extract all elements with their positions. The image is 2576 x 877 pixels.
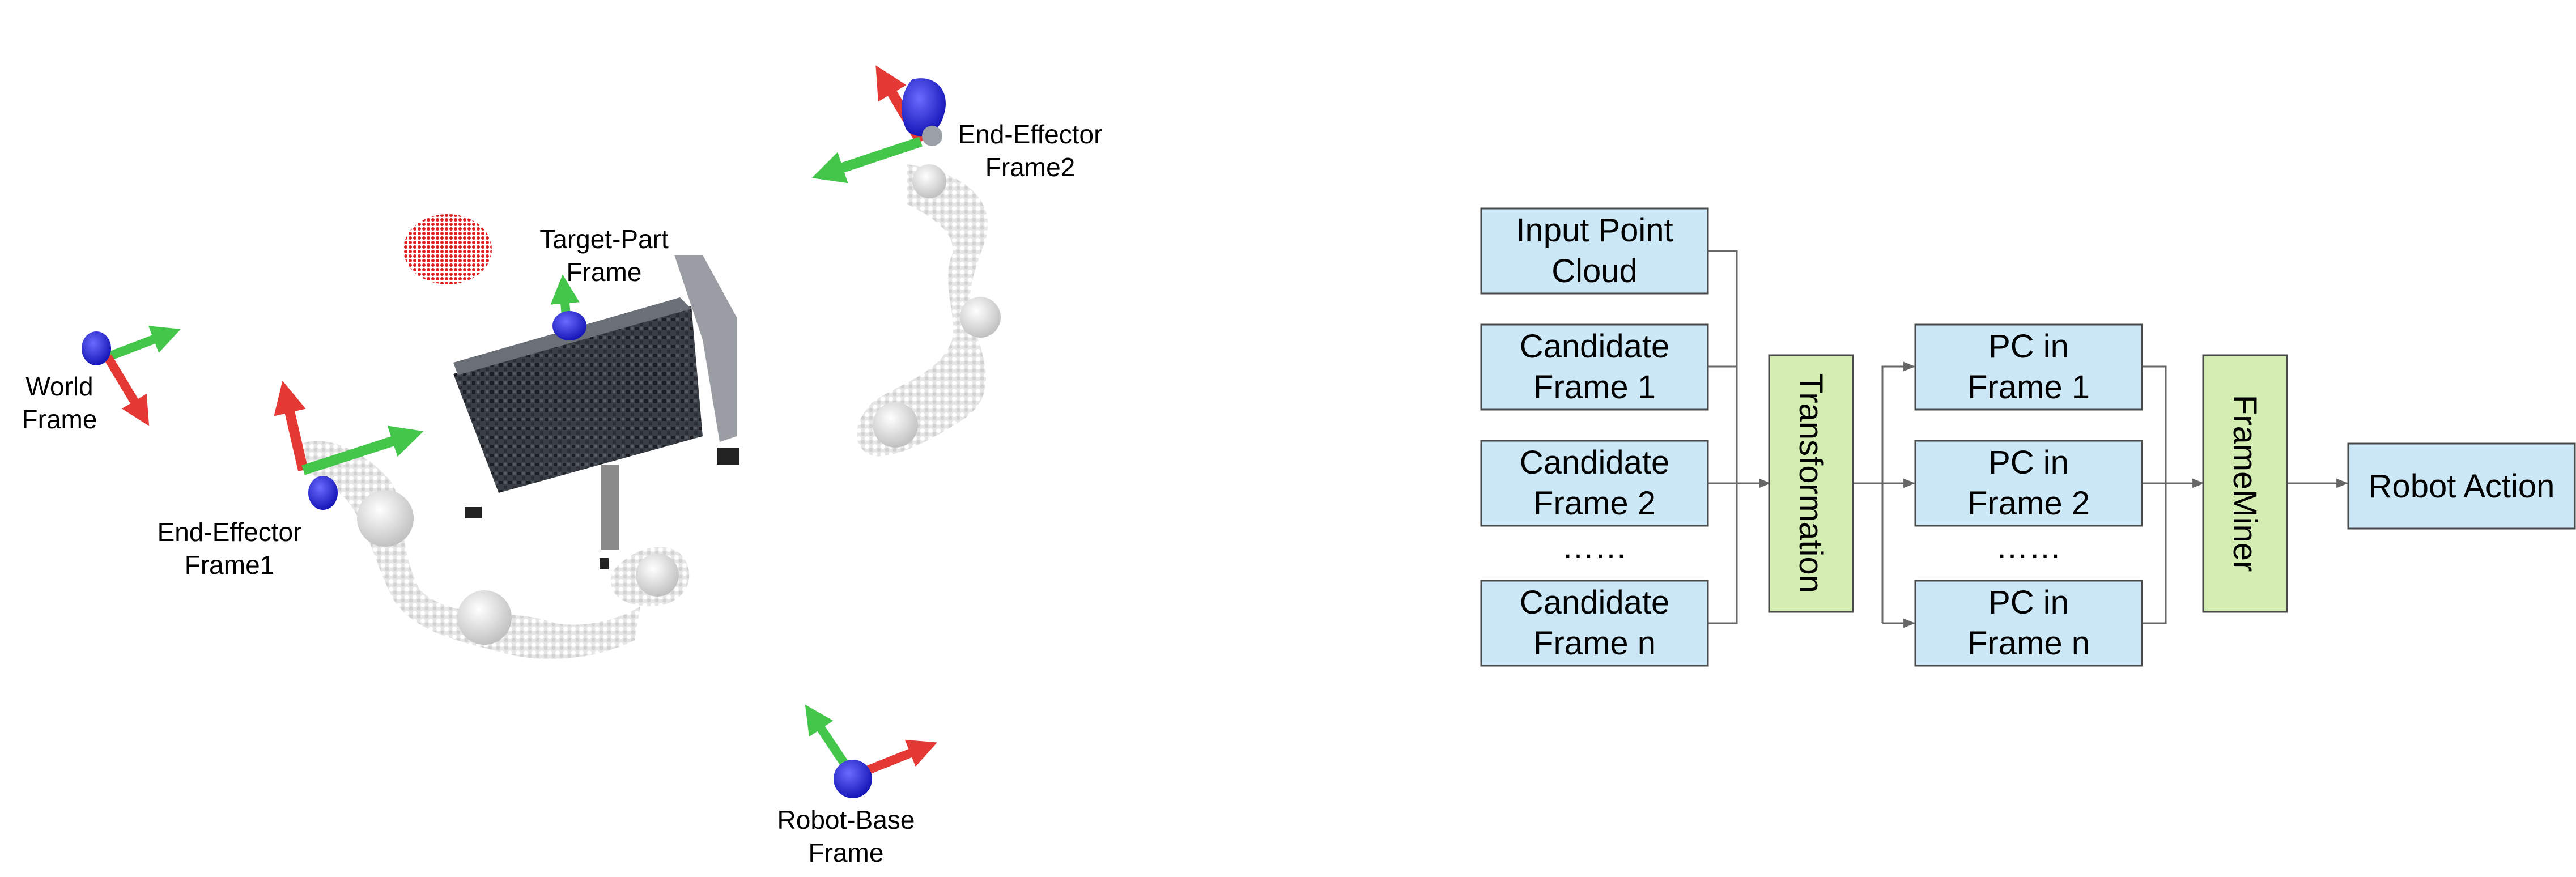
label-end-effector-2-line1: End-Effector [958,120,1103,149]
input-connectors [1708,250,1771,624]
transformation-label: Transformation [1792,373,1829,593]
output-ellipsis: …… [1996,529,2061,565]
scene-panel: End-Effector Frame2 Target-Part Frame Wo… [22,65,1103,867]
input-label-candidate-1-line1: Candidate [1520,328,1669,365]
output-box-frame-1: PC in Frame 1 [1914,323,2143,411]
input-box-candidate-2: Candidate Frame 2 [1480,440,1709,527]
frameminer-block: FrameMiner [2202,354,2288,613]
robot-arm-1-pointcloud [295,441,690,659]
robot-arm-2-pointcloud [856,164,1001,457]
input-label-candidate-2-line2: Frame 2 [1533,485,1656,522]
output-connectors [1853,361,1916,628]
frameminer-label: FrameMiner [2226,395,2263,572]
input-box-candidate-n: Candidate Frame n [1480,580,1709,667]
input-label-candidate-n-line1: Candidate [1520,584,1669,621]
target-part-axes [550,274,586,340]
miner-connectors [2142,365,2205,624]
flow-diagram: Input Point Cloud Candidate Frame 1 Cand… [1417,0,2576,874]
input-box-candidate-1: Candidate Frame 1 [1480,323,1709,411]
input-box-point-cloud: Input Point Cloud [1480,207,1709,295]
robot-base-axes [805,704,937,798]
robot-action-box: Robot Action [2347,442,2576,530]
end-effector-2-axes [811,65,946,184]
label-world-line2: Frame [22,405,97,434]
flow-canvas: Input Point Cloud Candidate Frame 1 Cand… [1480,207,2576,667]
label-end-effector-2-line2: Frame2 [985,152,1075,182]
output-box-frame-n: PC in Frame n [1914,580,2143,667]
cabinet-pointcloud [453,255,739,569]
world-frame-axes [82,326,181,426]
output-box-frame-2: PC in Frame 2 [1914,440,2143,527]
red-point-cluster [403,214,492,284]
output-label-frame-n-line2: Frame n [1967,625,2090,662]
label-robot-base-line1: Robot-Base [777,805,915,835]
output-label-frame-n-line1: PC in [1988,584,2069,621]
transformation-block: Transformation [1768,354,1854,613]
label-target-part-line2: Frame [567,257,642,287]
input-ellipsis: …… [1562,529,1627,565]
robot-action-label: Robot Action [2369,468,2555,505]
input-label-candidate-2-line1: Candidate [1520,444,1669,481]
input-label-point-cloud-line1: Input Point [1516,212,1673,249]
scene-canvas: End-Effector Frame2 Target-Part Frame Wo… [22,65,1103,867]
label-target-part-line1: Target-Part [539,224,669,254]
label-end-effector-1-line1: End-Effector [158,517,302,547]
output-label-frame-2-line1: PC in [1988,444,2069,481]
output-label-frame-2-line2: Frame 2 [1967,485,2090,522]
input-label-candidate-1-line2: Frame 1 [1533,369,1656,406]
end-effector-1-axes [274,380,424,510]
label-end-effector-1-line2: Frame1 [185,550,274,580]
label-robot-base-line2: Frame [809,838,884,867]
output-label-frame-1-line1: PC in [1988,328,2069,365]
label-world-line1: World [25,372,93,401]
input-label-point-cloud-line2: Cloud [1551,253,1638,290]
input-label-candidate-n-line2: Frame n [1533,625,1656,662]
output-label-frame-1-line2: Frame 1 [1967,369,2090,406]
